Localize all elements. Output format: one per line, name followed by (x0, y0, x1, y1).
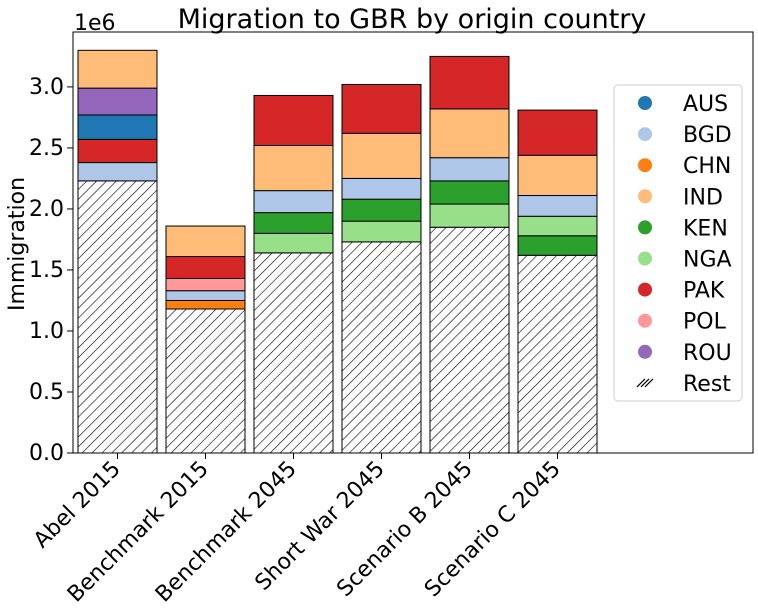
legend-marker-ken (638, 220, 652, 235)
bar-segment-scenario-b-2045-ind (429, 108, 510, 159)
bar-segment-scenario-b-2045-bgd (429, 157, 510, 182)
bar-segment-abel-2015-ind (77, 49, 158, 89)
legend-label: BGD (683, 123, 732, 148)
bar-segment-scenario-c-2045-bgd (517, 195, 598, 217)
legend-label: CHN (683, 154, 731, 179)
bar-segment-scenario-c-2045-ind (517, 154, 598, 197)
legend-marker-rou (638, 344, 652, 359)
bar-segment-benchmark-2015-rest (165, 308, 246, 454)
bar-segment-benchmark-2045-nga (253, 232, 334, 254)
legend-label: PAK (683, 279, 725, 304)
legend-marker-pak (638, 282, 652, 297)
bar-segment-short-war-2045-ken (341, 198, 422, 222)
x-tick-label: Abel 2015 (29, 457, 126, 554)
y-tick-label: 2.0 (29, 197, 64, 222)
y-tick-label: 3.0 (29, 75, 64, 100)
chart-title: Migration to GBR by origin country (178, 4, 647, 35)
plot-frame (72, 31, 754, 454)
y-axis: 0.0 0.5 1.0 1.5 2.0 2.5 3.0 (29, 75, 73, 466)
bar-segment-abel-2015-rest (77, 180, 158, 454)
legend-label: NGA (683, 248, 732, 273)
legend-label: Rest (683, 372, 731, 397)
bar-segment-short-war-2045-bgd (341, 177, 422, 200)
legend-marker-ind (638, 189, 652, 204)
y-tick-label: 2.5 (29, 136, 64, 161)
legend-label: KEN (683, 216, 728, 241)
y-tick-label: 1.5 (29, 258, 64, 283)
bar-segment-scenario-c-2045-pak (517, 109, 598, 156)
bar-segment-benchmark-2045-bgd (253, 190, 334, 214)
bar-segment-scenario-c-2045-nga (517, 215, 598, 237)
legend-marker-nga (638, 251, 652, 266)
legend-label: ROU (683, 341, 732, 366)
bar-segment-benchmark-2015-bgd (165, 290, 246, 301)
bar-segment-scenario-c-2045-rest (517, 254, 598, 454)
bar-segment-benchmark-2015-pol (165, 277, 246, 292)
bar-segment-scenario-b-2045-pak (429, 55, 510, 110)
legend-marker-pol (638, 313, 652, 328)
bar-segment-benchmark-2015-chn (165, 299, 246, 310)
bar-segment-short-war-2045-nga (341, 220, 422, 243)
legend-marker-chn (638, 158, 652, 173)
bar-segment-short-war-2045-pak (341, 83, 422, 134)
legend-label: AUS (683, 92, 728, 117)
bar-segment-abel-2015-bgd (77, 162, 158, 182)
bar-segment-benchmark-2045-pak (253, 94, 334, 146)
y-tick-label: 0.5 (29, 380, 64, 405)
y-tick-label: 1.0 (29, 319, 64, 344)
legend-label: IND (683, 185, 723, 210)
bar-segment-benchmark-2015-pak (165, 256, 246, 279)
bar-segment-benchmark-2045-ken (253, 212, 334, 234)
legend-label: POL (683, 310, 727, 335)
bar-segment-short-war-2045-ind (341, 132, 422, 179)
legend-marker-hatch (636, 378, 654, 388)
bar-segment-abel-2015-rou (77, 87, 158, 116)
legend: AUS BGD CHN IND KEN NGA PAK POL ROU Rest (613, 84, 743, 402)
y-tick-label: 0.0 (29, 441, 64, 466)
bar-segment-abel-2015-aus (77, 114, 158, 140)
bars-layer (77, 49, 598, 454)
bar-segment-abel-2015-pak (77, 138, 158, 164)
bar-segment-scenario-b-2045-ken (429, 180, 510, 205)
bar-segment-scenario-b-2045-nga (429, 203, 510, 228)
bar-segment-short-war-2045-rest (341, 241, 422, 454)
bar-segment-benchmark-2015-ind (165, 225, 246, 258)
bar-segment-benchmark-2045-ind (253, 144, 334, 192)
legend-marker-bgd (638, 127, 652, 142)
bar-segment-benchmark-2045-rest (253, 252, 334, 454)
legend-marker-aus (638, 96, 652, 110)
bar-segment-scenario-c-2045-ken (517, 235, 598, 256)
bar-segment-scenario-b-2045-rest (429, 226, 510, 454)
y-axis-label: Immigration (5, 177, 30, 311)
